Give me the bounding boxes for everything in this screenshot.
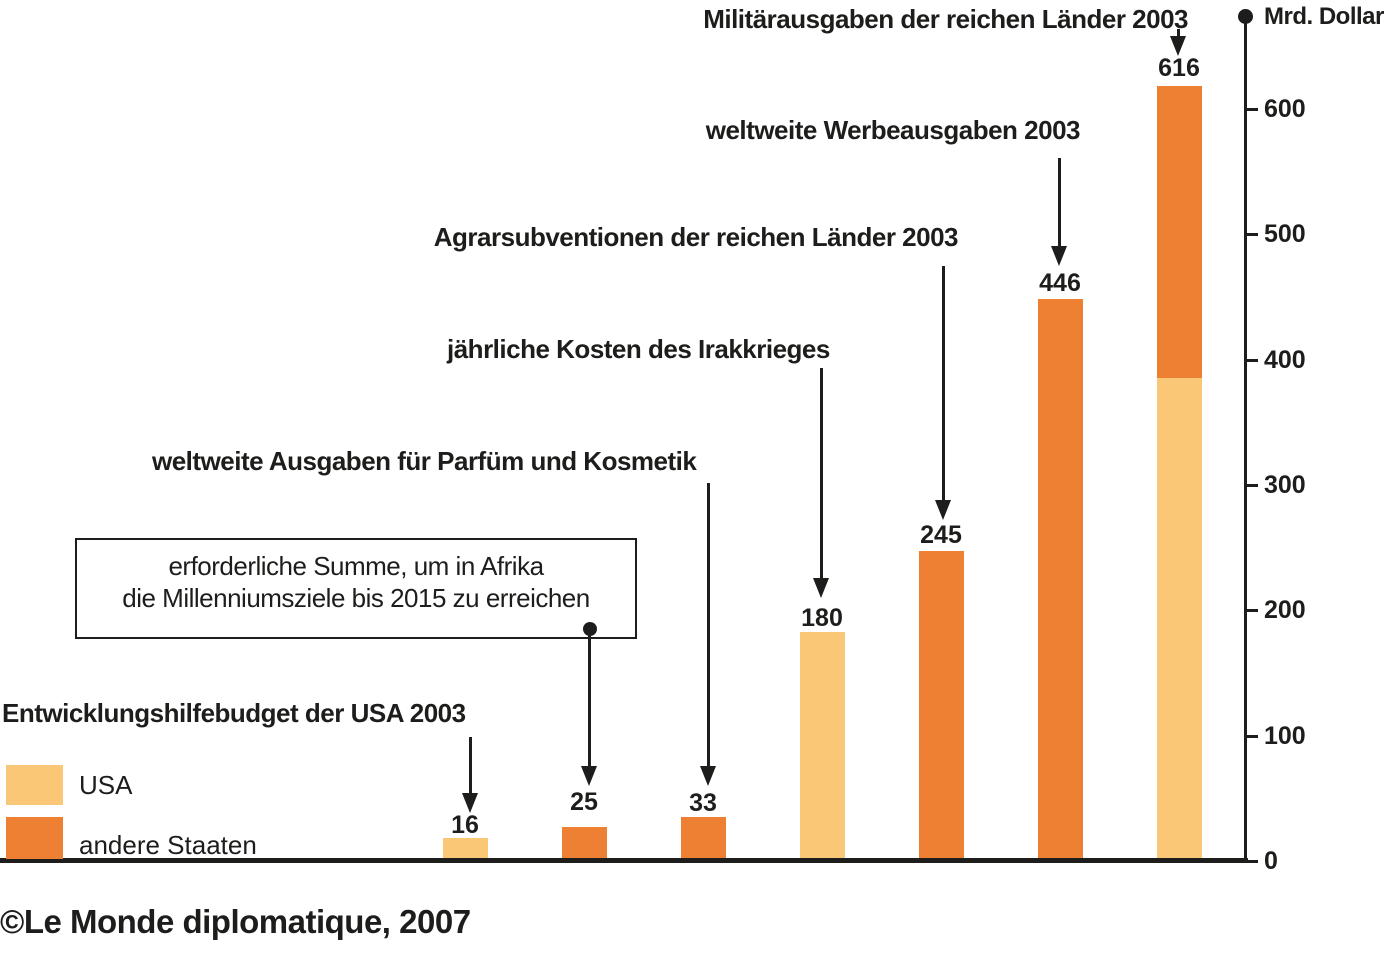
arrow-down-icon (935, 500, 951, 520)
y-tick-label: 500 (1264, 220, 1306, 248)
arrow-down-icon (1170, 36, 1186, 56)
arrow-down-icon (1051, 246, 1067, 266)
annotation-parfuem-kosmetik: weltweite Ausgaben für Parfüm und Kosmet… (152, 446, 697, 476)
arrow-down-icon (581, 766, 597, 786)
bar-segment (919, 551, 964, 858)
legend-label-usa: USA (79, 770, 133, 800)
y-tick-label: 400 (1264, 346, 1306, 374)
arrow-line (469, 737, 472, 793)
y-tick-mark (1244, 609, 1258, 612)
x-axis-line (0, 858, 1248, 863)
bar-segment (800, 632, 845, 858)
arrow-line (588, 634, 591, 766)
arrow-line (707, 483, 710, 766)
connector-dot (583, 622, 597, 636)
y-tick-mark (1244, 359, 1258, 362)
y-axis-unit-label: Mrd. Dollar (1264, 3, 1384, 30)
annotation-box-millenniumsziele: erforderliche Summe, um in Afrika die Mi… (75, 538, 637, 639)
bar-value-label: 245 (920, 521, 962, 549)
bar-segment (1157, 86, 1202, 378)
y-tick-mark (1244, 233, 1258, 236)
y-tick-label: 0 (1264, 847, 1278, 875)
bar-segment (562, 827, 607, 858)
annotation-agrarsubventionen: Agrarsubventionen der reichen Länder 200… (433, 222, 959, 252)
legend-swatch-andere-staaten (6, 817, 63, 859)
bar-segment (1038, 299, 1083, 858)
y-tick-label: 300 (1264, 471, 1306, 499)
bar-value-label: 616 (1158, 54, 1200, 82)
bar-value-label: 16 (451, 811, 479, 839)
bar-segment (443, 838, 488, 858)
y-tick-label: 600 (1264, 95, 1306, 123)
annotation-entwicklungshilfe: Entwicklungshilfebudget der USA 2003 (2, 698, 466, 728)
y-tick-mark (1244, 108, 1258, 111)
annotation-werbeausgaben: weltweite Werbeausgaben 2003 (705, 115, 1081, 145)
arrow-line (820, 368, 823, 578)
y-tick-mark (1244, 860, 1258, 863)
y-tick-mark (1244, 484, 1258, 487)
arrow-line (942, 266, 945, 500)
bar-value-label: 446 (1039, 269, 1081, 297)
annotation-militaerausgaben: Militärausgaben der reichen Länder 2003 (703, 4, 1188, 34)
y-tick-label: 100 (1264, 722, 1306, 750)
bar-segment (681, 817, 726, 858)
legend-swatch-usa (6, 765, 63, 805)
y-tick-label: 200 (1264, 596, 1306, 624)
bar-segment (1157, 378, 1202, 858)
arrow-down-icon (813, 578, 829, 598)
arrow-line (1058, 158, 1061, 246)
annotation-irakkrieg: jährliche Kosten des Irakkrieges (447, 334, 830, 364)
y-tick-mark (1244, 735, 1258, 738)
arrow-line (1177, 29, 1180, 38)
axis-top-dot-icon (1238, 9, 1253, 24)
copyright-source: ©Le Monde diplomatique, 2007 (0, 903, 471, 940)
y-axis-line (1244, 17, 1247, 860)
bar-value-label: 25 (570, 788, 598, 816)
bar-value-label: 33 (689, 789, 717, 817)
arrow-down-icon (700, 766, 716, 786)
legend-label-andere-staaten: andere Staaten (79, 830, 257, 860)
bar-value-label: 180 (801, 604, 843, 632)
arrow-down-icon (462, 793, 478, 813)
